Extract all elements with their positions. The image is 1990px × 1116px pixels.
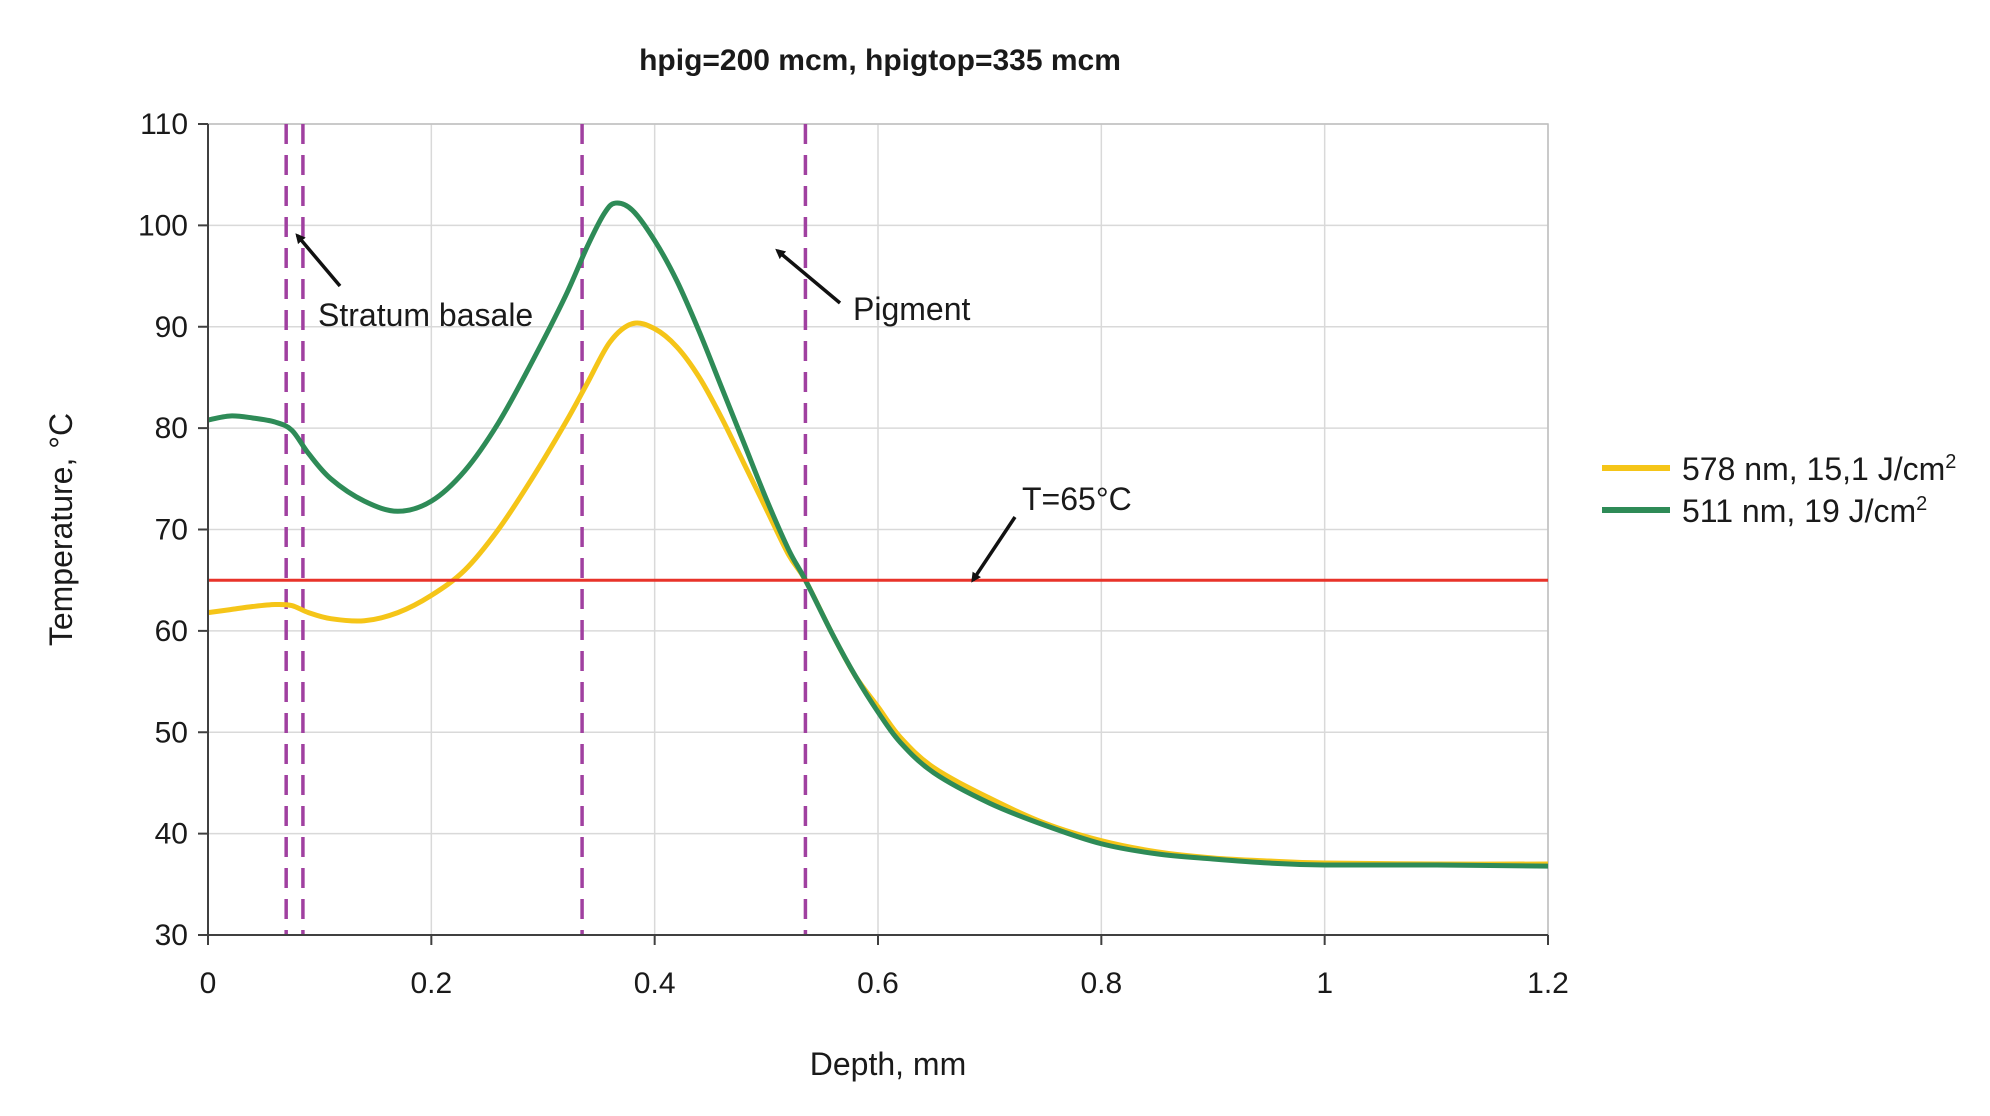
legend: 578 nm, 15,1 J/cm2 511 nm, 19 J/cm2 [1602, 451, 1956, 529]
x-tick-label: 0.4 [634, 967, 676, 1000]
y-tick-label: 110 [140, 108, 188, 141]
series-line-578nm [207, 320, 1549, 867]
x-tick-label: 0 [200, 967, 217, 1000]
grid [207, 123, 1549, 936]
legend-label-511nm: 511 nm, 19 J/cm2 [1682, 493, 1927, 529]
annotation-arrow [775, 248, 842, 305]
legend-superscript: 2 [1945, 451, 1956, 473]
y-tick-label: 70 [155, 514, 188, 547]
y-tick-label: 40 [155, 818, 188, 851]
annotation-arrow [971, 516, 1017, 583]
y-tick-label: 90 [155, 311, 188, 344]
series-line-511nm [207, 200, 1549, 869]
x-tick-label: 0.6 [857, 967, 899, 1000]
x-tick-label: 0.8 [1080, 967, 1122, 1000]
series-group [207, 200, 1549, 869]
x-tick-label: 1.2 [1527, 967, 1569, 1000]
axes: 30 40 50 60 70 80 90 100 110 0 0.2 0.4 0.6 0.8 1 1.2 [138, 108, 1569, 1000]
y-tick-label: 80 [155, 412, 188, 445]
x-tick-label: 0.2 [410, 967, 452, 1000]
y-tick-label: 100 [138, 209, 188, 242]
y-axis-title: Temperature, °C [43, 413, 79, 646]
annotation-label: Pigment [853, 291, 971, 327]
y-tick-label: 30 [155, 919, 188, 952]
x-tick-label: 1 [1316, 967, 1333, 1000]
annotation-arrow [295, 233, 342, 288]
x-axis-title: Depth, mm [810, 1046, 966, 1082]
annotations: Stratum basale Pigment T=65°C [295, 233, 1132, 583]
annotation-label: T=65°C [1022, 481, 1132, 517]
chart-title: hpig=200 mcm, hpigtop=335 mcm [639, 44, 1121, 77]
annotation-label: Stratum basale [318, 297, 533, 333]
y-tick-label: 60 [155, 615, 188, 648]
y-tick-label: 50 [155, 716, 188, 749]
legend-superscript: 2 [1916, 493, 1927, 515]
legend-label-578nm: 578 nm, 15,1 J/cm2 [1682, 451, 1956, 487]
